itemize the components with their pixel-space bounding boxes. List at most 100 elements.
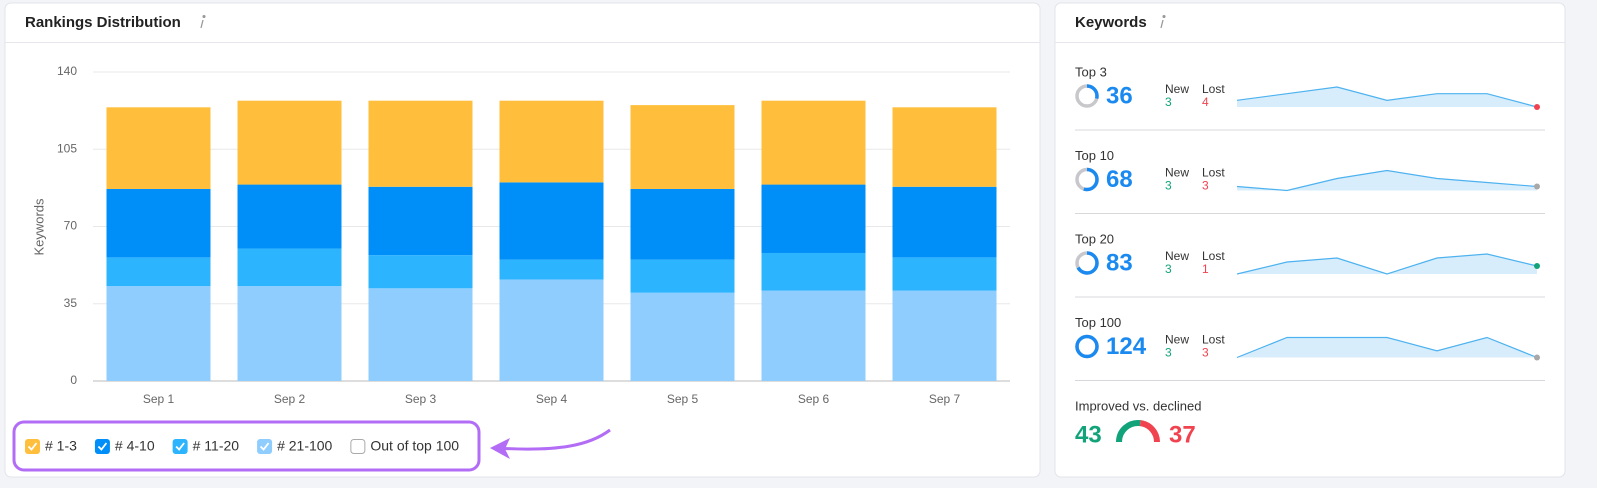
x-tick-label: Sep 5 [667,392,699,406]
legend-label[interactable]: # 1-3 [45,438,77,454]
bar-segment [106,257,211,287]
bar-segment [630,105,735,189]
bar-segment [237,184,342,249]
checkmark [175,442,185,451]
x-tick-label: Sep 2 [274,392,306,406]
ring-value [1075,167,1099,192]
y-tick-label: 70 [64,219,78,233]
panel-title: Keywords [1075,14,1147,31]
bar-segment [237,100,342,185]
sparkline-end [1534,183,1540,190]
bar-segment [499,182,604,260]
sparkline [1236,253,1538,275]
panel-title: Rankings Distribution [25,14,181,31]
bar-segment [106,107,211,189]
arrow-head [490,438,510,459]
legend-checkbox[interactable] [94,439,110,454]
sparkline [1236,169,1538,192]
bar-segment [630,259,735,293]
checkmark [27,442,38,451]
new-label: New [1165,333,1189,347]
bar-segment [761,252,866,291]
lost-label: Lost [1202,333,1225,347]
row-count: 124 [1106,333,1147,360]
checkmark [259,442,270,451]
bar-segment [499,279,604,381]
highlight-box [12,420,481,472]
bar-segment [892,290,997,381]
bar-segment [761,290,866,381]
bar-segment [368,255,473,289]
new-label: New [1165,166,1189,180]
legend-label[interactable]: Out of top 100 [370,438,459,454]
legend-label[interactable]: # 11-20 [193,438,240,454]
bar-segment [499,100,604,183]
x-tick-label: Sep 4 [536,392,568,406]
bar-segment [368,288,473,381]
row-count: 83 [1106,249,1133,276]
y-axis-label: Keywords [31,198,46,256]
x-tick-label: Sep 1 [143,392,175,406]
improved-value: 43 [1075,421,1102,448]
legend-checkbox[interactable] [172,439,188,454]
sparkline [1236,336,1538,359]
legend-checkbox[interactable] [25,439,40,454]
lost-label: Lost [1202,249,1225,263]
lost-value: 1 [1202,262,1209,276]
sparkline-area [1237,87,1537,107]
y-tick-label: 140 [57,64,77,78]
row-label: Top 20 [1075,231,1114,246]
new-value: 3 [1165,346,1172,360]
lost-value: 3 [1202,346,1209,360]
bar-segment [892,186,997,258]
y-tick-label: 0 [70,373,77,387]
new-label: New [1165,82,1189,96]
bar-segment [892,107,997,187]
checkmark [97,442,108,451]
bar-segment [237,286,342,381]
legend-checkbox[interactable] [257,439,273,454]
row-label: Top 3 [1075,64,1107,79]
improved-label: Improved vs. declined [1075,398,1201,413]
x-tick-label: Sep 3 [405,392,437,406]
gauge-declined [1139,420,1160,443]
keywords-panel [1054,2,1566,478]
gauge-improved [1116,420,1141,443]
legend-label[interactable]: # 4-10 [115,438,155,454]
bar-segment [237,248,342,287]
sparkline-end [1534,263,1540,269]
bar-segment [892,257,997,291]
lost-value: 4 [1202,95,1209,109]
lost-label: Lost [1202,166,1225,180]
bar-segment [106,188,211,258]
bar-segment [368,100,473,187]
arrow [494,428,611,451]
info-icon[interactable] [1160,14,1166,29]
new-value: 3 [1165,262,1172,276]
sparkline-area [1237,254,1537,274]
lost-label: Lost [1202,82,1225,96]
row-label: Top 100 [1075,315,1121,330]
bar-segment [499,259,604,280]
row-count: 36 [1106,82,1133,109]
sparkline [1236,86,1538,108]
declined-value: 37 [1169,421,1196,448]
bar-segment [761,184,866,253]
info-icon[interactable] [200,14,206,29]
ring-value [1075,84,1099,108]
legend-checkbox[interactable] [350,439,366,454]
y-tick-label: 105 [57,141,77,155]
new-value: 3 [1165,95,1172,109]
ring-value [1075,251,1099,275]
bar-segment [761,100,866,185]
new-label: New [1165,249,1189,263]
new-value: 3 [1165,179,1172,193]
ring-value [1075,334,1099,359]
sparkline-end [1534,104,1540,110]
sparkline-area [1237,337,1537,358]
sparkline-area [1237,170,1537,191]
x-tick-label: Sep 7 [929,392,961,406]
legend-label[interactable]: # 21-100 [277,438,332,454]
